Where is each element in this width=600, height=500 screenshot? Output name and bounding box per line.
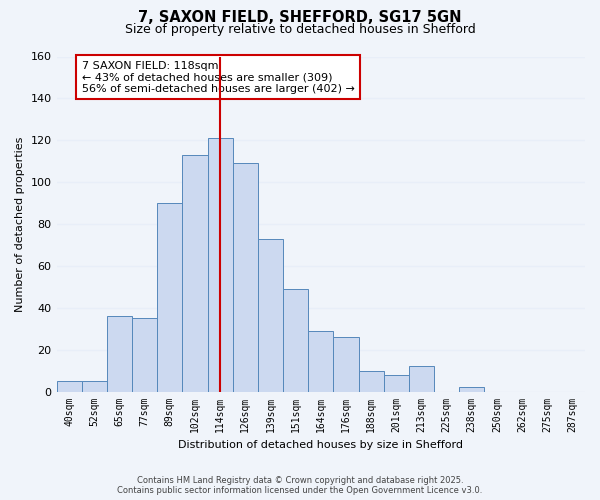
Text: Contains HM Land Registry data © Crown copyright and database right 2025.
Contai: Contains HM Land Registry data © Crown c… — [118, 476, 482, 495]
Bar — [157, 203, 182, 392]
X-axis label: Distribution of detached houses by size in Shefford: Distribution of detached houses by size … — [178, 440, 463, 450]
Bar — [182, 155, 208, 392]
Bar — [283, 289, 308, 392]
Bar — [132, 318, 157, 392]
Bar — [258, 238, 283, 392]
Bar — [233, 164, 258, 392]
Bar — [334, 337, 359, 392]
Text: Size of property relative to detached houses in Shefford: Size of property relative to detached ho… — [125, 22, 475, 36]
Text: 7, SAXON FIELD, SHEFFORD, SG17 5GN: 7, SAXON FIELD, SHEFFORD, SG17 5GN — [138, 10, 462, 25]
Bar — [383, 375, 409, 392]
Bar — [409, 366, 434, 392]
Y-axis label: Number of detached properties: Number of detached properties — [15, 136, 25, 312]
Bar — [308, 331, 334, 392]
Bar — [107, 316, 132, 392]
Bar — [459, 388, 484, 392]
Bar — [208, 138, 233, 392]
Bar — [82, 381, 107, 392]
Text: 7 SAXON FIELD: 118sqm
← 43% of detached houses are smaller (309)
56% of semi-det: 7 SAXON FIELD: 118sqm ← 43% of detached … — [82, 60, 355, 94]
Bar — [56, 381, 82, 392]
Bar — [359, 370, 383, 392]
